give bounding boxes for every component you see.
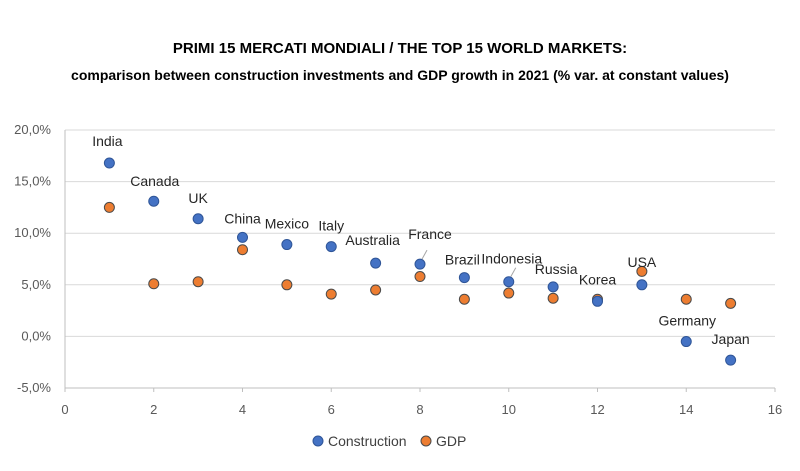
construction-point [192, 213, 204, 225]
gdp-point [725, 297, 737, 309]
gdp-point [503, 287, 515, 299]
construction-point [103, 157, 115, 169]
gdp-point [636, 265, 648, 277]
gdp-point [103, 201, 115, 213]
gdp-point [547, 292, 559, 304]
point-label-australia: Australia [345, 232, 400, 248]
y-tick-label: 20,0% [14, 122, 51, 137]
gdp-point [414, 271, 426, 283]
point-label-canada: Canada [130, 173, 179, 189]
construction-point [325, 241, 337, 253]
legend-marker-gdp [420, 435, 432, 447]
gdp-point [458, 293, 470, 305]
gdp-point [192, 276, 204, 288]
construction-point [503, 276, 515, 288]
construction-point [725, 354, 737, 366]
point-label-mexico: Mexico [265, 216, 310, 232]
y-tick-label: 15,0% [14, 174, 51, 189]
x-tick-label: 8 [416, 402, 423, 417]
construction-point [592, 295, 603, 307]
gdp-point [237, 244, 248, 256]
point-label-brazil: Brazil [445, 252, 480, 268]
x-tick-label: 4 [239, 402, 246, 417]
x-tick-label: 6 [328, 402, 335, 417]
gdp-point [148, 278, 160, 290]
y-tick-label: -5,0% [17, 380, 51, 395]
point-label-china: China [224, 210, 261, 226]
point-label-france: France [408, 226, 452, 242]
gdp-point [325, 288, 337, 300]
construction-point [680, 336, 692, 348]
legend-label-construction: Construction [328, 433, 407, 449]
chart-title: PRIMI 15 MERCATI MONDIALI / THE TOP 15 W… [172, 40, 628, 57]
leader-line [510, 267, 517, 277]
y-tick-label: 5,0% [21, 277, 51, 292]
x-tick-label: 14 [679, 402, 693, 417]
point-label-usa: USA [627, 254, 656, 270]
construction-point [547, 281, 559, 293]
construction-point [458, 272, 470, 284]
x-tick-label: 12 [590, 402, 604, 417]
point-label-russia: Russia [535, 261, 578, 277]
point-label-korea: Korea [579, 271, 617, 287]
chart-subtitle: comparison between construction investme… [71, 67, 729, 83]
construction-point [414, 258, 426, 270]
construction-point [370, 257, 382, 269]
x-tick-label: 2 [150, 402, 157, 417]
gdp-point [370, 284, 382, 296]
legend-label-gdp: GDP [436, 433, 466, 449]
point-label-uk: UK [188, 190, 208, 206]
point-label-germany: Germany [658, 313, 716, 329]
construction-point [148, 195, 160, 207]
point-label-indonesia: Indonesia [481, 251, 542, 267]
point-label-italy: Italy [318, 218, 344, 234]
legend-marker-construction [312, 435, 324, 447]
x-tick-label: 16 [768, 402, 782, 417]
y-tick-label: 10,0% [14, 225, 51, 240]
leader-line [421, 249, 428, 260]
x-tick-label: 10 [502, 402, 516, 417]
point-label-india: India [92, 133, 123, 149]
point-label-japan: Japan [712, 331, 750, 347]
gdp-point [281, 279, 293, 291]
construction-point [281, 239, 293, 251]
construction-point [237, 231, 248, 243]
y-tick-label: 0,0% [21, 328, 51, 343]
x-tick-label: 0 [61, 402, 68, 417]
construction-point [636, 279, 648, 291]
gdp-point [680, 293, 692, 305]
